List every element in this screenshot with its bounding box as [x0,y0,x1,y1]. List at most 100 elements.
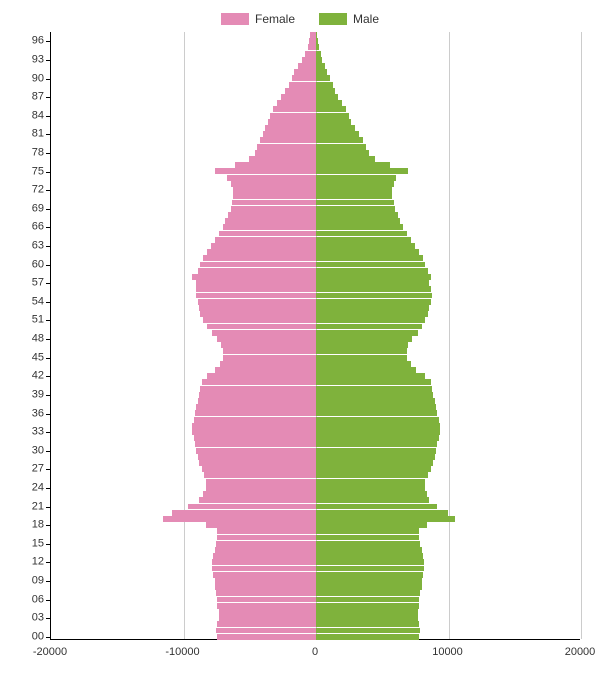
female-bar [221,342,315,348]
pyramid-row [51,491,580,497]
male-bar [316,584,422,590]
y-tick-label: 24 [4,483,44,494]
male-bar [316,137,364,143]
male-bar [316,342,409,348]
pyramid-row [51,559,580,565]
female-bar [200,386,315,392]
male-bar [316,472,429,478]
male-bar [316,274,431,280]
female-bar [219,615,316,621]
male-bar [316,75,331,81]
pyramid-row [51,423,580,429]
pyramid-row [51,348,580,354]
legend-label: Male [353,12,379,26]
female-bar [227,175,316,181]
y-tick [46,190,50,191]
male-bar [316,162,390,168]
female-bar [195,410,316,416]
male-bar [316,63,325,69]
male-bar [316,379,431,385]
pyramid-row [51,398,580,404]
female-bar [202,466,316,472]
pyramid-row [51,280,580,286]
female-bar [215,168,316,174]
y-tick-label: 78 [4,147,44,158]
y-tick-label: 84 [4,110,44,121]
male-bar [316,82,333,88]
y-tick-label: 48 [4,334,44,345]
y-tick [46,41,50,42]
female-bar [196,448,315,454]
male-bar [316,57,323,63]
x-tick-label: 20000 [565,646,596,658]
pyramid-row [51,441,580,447]
female-bar [217,535,315,541]
female-bar [255,150,316,156]
pyramid-row [51,131,580,137]
pyramid-row [51,597,580,603]
female-bar [231,181,316,187]
gridline [581,32,582,639]
male-bar [316,106,346,112]
male-bar [316,125,356,131]
pyramid-row [51,69,580,75]
pyramid-row [51,342,580,348]
male-bar [316,460,434,466]
pyramid-row [51,162,580,168]
male-bar [316,168,409,174]
male-bar [316,200,394,206]
female-bar [200,311,315,317]
pyramid-row [51,212,580,218]
male-bar [316,417,439,423]
pyramid-row [51,200,580,206]
female-bar [213,572,315,578]
pyramid-row [51,268,580,274]
y-tick [46,376,50,377]
male-bar [316,51,321,57]
pyramid-row [51,367,580,373]
y-tick [46,339,50,340]
y-tick [46,544,50,545]
legend-item: Female [221,8,295,30]
legend-swatch [319,13,347,25]
female-bar [203,317,316,323]
y-tick [46,302,50,303]
female-bar [215,547,316,553]
male-bar [316,305,430,311]
y-tick-label: 33 [4,427,44,438]
pyramid-row [51,535,580,541]
y-tick-label: 18 [4,520,44,531]
male-bar [316,516,455,522]
pyramid-row [51,386,580,392]
x-tick-label: -20000 [33,646,67,658]
female-bar [285,88,315,94]
legend-swatch [221,13,249,25]
pyramid-row [51,181,580,187]
pyramid-row [51,448,580,454]
y-tick [46,153,50,154]
male-bar [316,367,417,373]
male-bar [316,187,393,193]
pyramid-row [51,392,580,398]
pyramid-row [51,255,580,261]
y-tick [46,581,50,582]
y-tick-label: 69 [4,203,44,214]
male-bar [316,504,438,510]
male-bar [316,324,422,330]
y-tick-label: 60 [4,259,44,270]
pyramid-row [51,590,580,596]
y-tick-label: 81 [4,129,44,140]
pyramid-row [51,150,580,156]
y-tick-label: 03 [4,613,44,624]
male-bar [316,547,422,553]
male-bar [316,454,435,460]
male-bar [316,466,431,472]
y-tick-label: 63 [4,241,44,252]
pyramid-row [51,113,580,119]
male-bar [316,572,423,578]
female-bar [233,193,315,199]
pyramid-row [51,417,580,423]
pyramid-row [51,497,580,503]
y-tick-label: 09 [4,576,44,587]
female-bar [223,348,316,354]
